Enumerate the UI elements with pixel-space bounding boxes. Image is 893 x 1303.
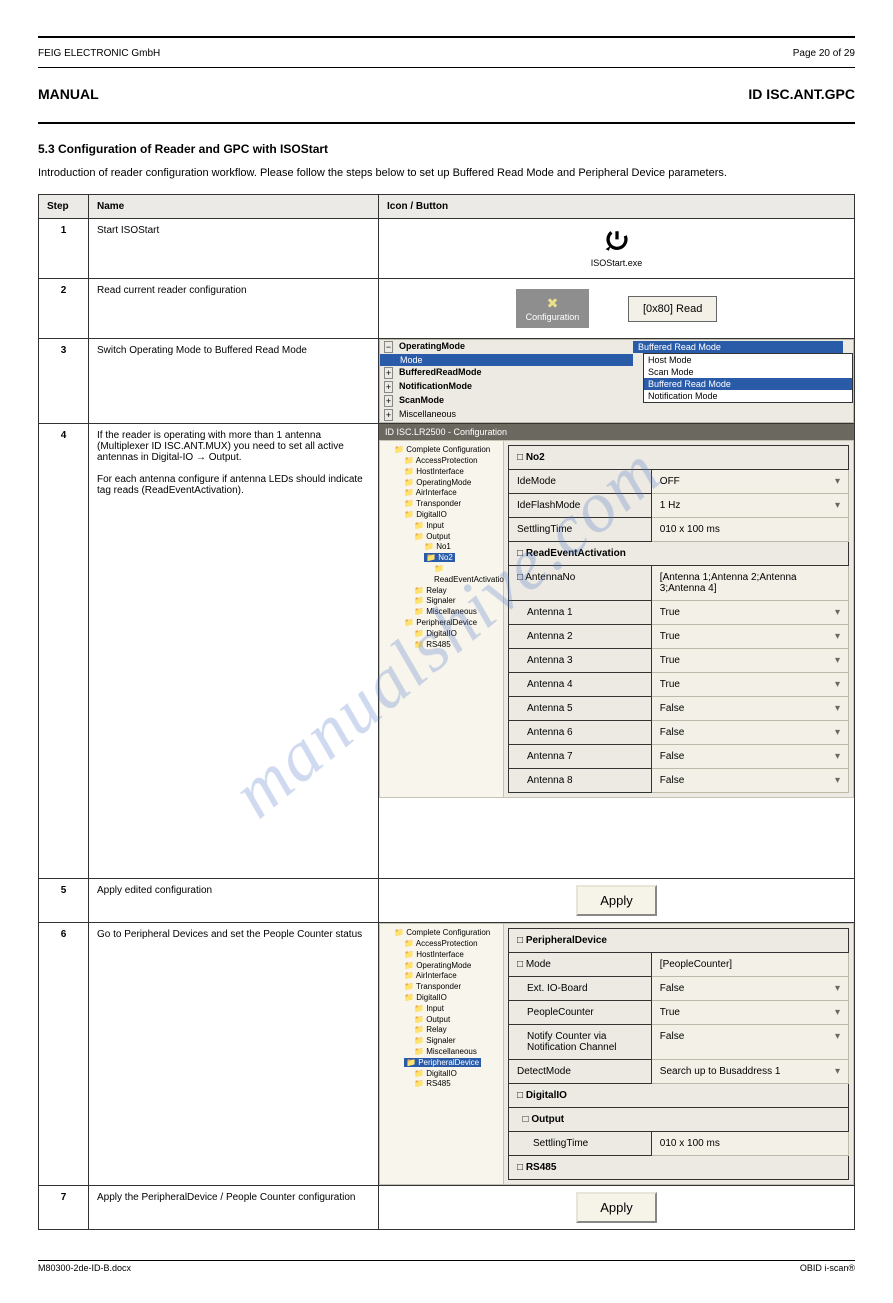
pd-detect-field[interactable]: Search up to Busaddress 1 <box>651 1060 848 1084</box>
om-selected[interactable]: Buffered Read Mode <box>633 341 843 353</box>
ant1-field[interactable]: True <box>651 601 848 625</box>
pd-mode-field[interactable]: [PeopleCounter] <box>651 953 848 977</box>
om-opt-scan[interactable]: Scan Mode <box>644 366 852 378</box>
page-header: FEIG ELECTRONIC GmbH Page 20 of 29 <box>38 44 855 63</box>
doc-type: MANUAL <box>38 78 99 110</box>
step-num: 6 <box>39 923 89 1186</box>
header-right: Page 20 of 29 <box>793 48 855 59</box>
om-root: OperatingMode <box>399 341 465 353</box>
steps-table: Step Name Icon / Button 1 Start ISOStart… <box>38 194 855 1230</box>
operating-mode-panel: −OperatingMode Mode +BufferedReadMode +N… <box>379 339 854 423</box>
step-name: Apply edited configuration <box>89 879 379 923</box>
read-button[interactable]: [0x80] Read <box>628 296 717 322</box>
step-name: Read current reader configuration <box>89 279 379 339</box>
th-name: Name <box>89 195 379 219</box>
ant5-field[interactable]: False <box>651 697 848 721</box>
step-num: 7 <box>39 1186 89 1230</box>
step-name: Start ISOStart <box>89 219 379 279</box>
step-num: 4 <box>39 424 89 879</box>
configuration-button[interactable]: ✖ Configuration <box>516 289 590 328</box>
om-brm[interactable]: BufferedReadMode <box>399 367 482 379</box>
ant3-field[interactable]: True <box>651 649 848 673</box>
om-nm[interactable]: NotificationMode <box>399 381 472 393</box>
doc-title: ID ISC.ANT.GPC <box>748 78 855 110</box>
pd-settling-field[interactable]: 010 x 100 ms <box>651 1132 848 1156</box>
top-rule-1 <box>38 36 855 38</box>
step-num: 2 <box>39 279 89 339</box>
read-label: [0x80] Read <box>643 303 702 315</box>
footer-left: M80300-2de-ID-B.docx <box>38 1263 131 1273</box>
config-grid: □ No2 IdeModeOFF IdeFlashMode1 Hz Settli… <box>504 440 854 798</box>
step-row-6: 6 Go to Peripheral Devices and set the P… <box>39 923 855 1186</box>
om-dropdown[interactable]: Host Mode Scan Mode Buffered Read Mode N… <box>643 353 853 403</box>
step-row-7: 7 Apply the PeripheralDevice / People Co… <box>39 1186 855 1230</box>
intro-text: Introduction of reader configuration wor… <box>38 166 855 180</box>
config-tree[interactable]: Complete Configuration AccessProtection … <box>379 440 504 798</box>
section-heading: 5.3 Configuration of Reader and GPC with… <box>38 142 855 156</box>
step-num: 5 <box>39 879 89 923</box>
idemode-field[interactable]: OFF <box>651 470 848 494</box>
om-opt-notif[interactable]: Notification Mode <box>644 390 852 402</box>
peripheral-tree[interactable]: Complete Configuration AccessProtection … <box>379 923 504 1185</box>
isostart-label: ISOStart.exe <box>591 258 643 268</box>
settling-field[interactable]: 010 x 100 ms <box>651 518 848 542</box>
step-row-4: 4 If the reader is operating with more t… <box>39 424 855 879</box>
ant8-field[interactable]: False <box>651 769 848 793</box>
peripheral-window: Complete Configuration AccessProtection … <box>379 923 854 1185</box>
step-row-3: 3 Switch Operating Mode to Buffered Read… <box>39 339 855 424</box>
apply-button-1[interactable]: Apply <box>576 885 657 916</box>
tree-no2-selected[interactable]: No2 <box>424 553 455 562</box>
apply-button-2[interactable]: Apply <box>576 1192 657 1223</box>
step-name: If the reader is operating with more tha… <box>89 424 379 879</box>
step-row-1: 1 Start ISOStart ISOStart.exe <box>39 219 855 279</box>
om-sm[interactable]: ScanMode <box>399 395 444 407</box>
step-name: Go to Peripheral Devices and set the Peo… <box>89 923 379 1186</box>
config-window: ID ISC.LR2500 - Configuration Complete C… <box>379 424 854 798</box>
peripheral-grid: □ PeripheralDevice □ Mode[PeopleCounter]… <box>504 923 854 1185</box>
top-rule-2 <box>38 67 855 68</box>
top-rule-3 <box>38 122 855 124</box>
step4-pre: If the reader is operating with more tha… <box>97 430 344 463</box>
page-footer: M80300-2de-ID-B.docx OBID i-scan® <box>38 1260 855 1273</box>
step-name: Apply the PeripheralDevice / People Coun… <box>89 1186 379 1230</box>
step-num: 1 <box>39 219 89 279</box>
config-title: ID ISC.LR2500 - Configuration <box>379 424 854 440</box>
pd-notify-field[interactable]: False <box>651 1025 848 1060</box>
antennano-field[interactable]: [Antenna 1;Antenna 2;Antenna 3;Antenna 4… <box>651 566 848 601</box>
pd-extio-field[interactable]: False <box>651 977 848 1001</box>
tree-pd-selected[interactable]: PeripheralDevice <box>404 1058 481 1067</box>
ant6-field[interactable]: False <box>651 721 848 745</box>
isostart-icon <box>591 229 643 256</box>
header-left: FEIG ELECTRONIC GmbH <box>38 48 160 59</box>
step-row-2: 2 Read current reader configuration ✖ Co… <box>39 279 855 339</box>
th-step: Step <box>39 195 89 219</box>
ideflash-field[interactable]: 1 Hz <box>651 494 848 518</box>
wrench-icon: ✖ <box>547 295 559 311</box>
footer-right: OBID i-scan® <box>800 1263 855 1273</box>
om-opt-brm[interactable]: Buffered Read Mode <box>644 378 852 390</box>
step-name: Switch Operating Mode to Buffered Read M… <box>89 339 379 424</box>
ant4-field[interactable]: True <box>651 673 848 697</box>
isostart-launcher[interactable]: ISOStart.exe <box>591 229 643 268</box>
ant2-field[interactable]: True <box>651 625 848 649</box>
step-num: 3 <box>39 339 89 424</box>
om-mode[interactable]: Mode <box>400 355 629 365</box>
om-misc[interactable]: Miscellaneous <box>399 409 456 421</box>
ant7-field[interactable]: False <box>651 745 848 769</box>
cfg-label: Configuration <box>526 312 580 322</box>
pd-pc-field[interactable]: True <box>651 1001 848 1025</box>
step-row-5: 5 Apply edited configuration Apply <box>39 879 855 923</box>
om-opt-host[interactable]: Host Mode <box>644 354 852 366</box>
step4-main: For each antenna configure if antenna LE… <box>97 474 363 496</box>
th-icon: Icon / Button <box>379 195 855 219</box>
